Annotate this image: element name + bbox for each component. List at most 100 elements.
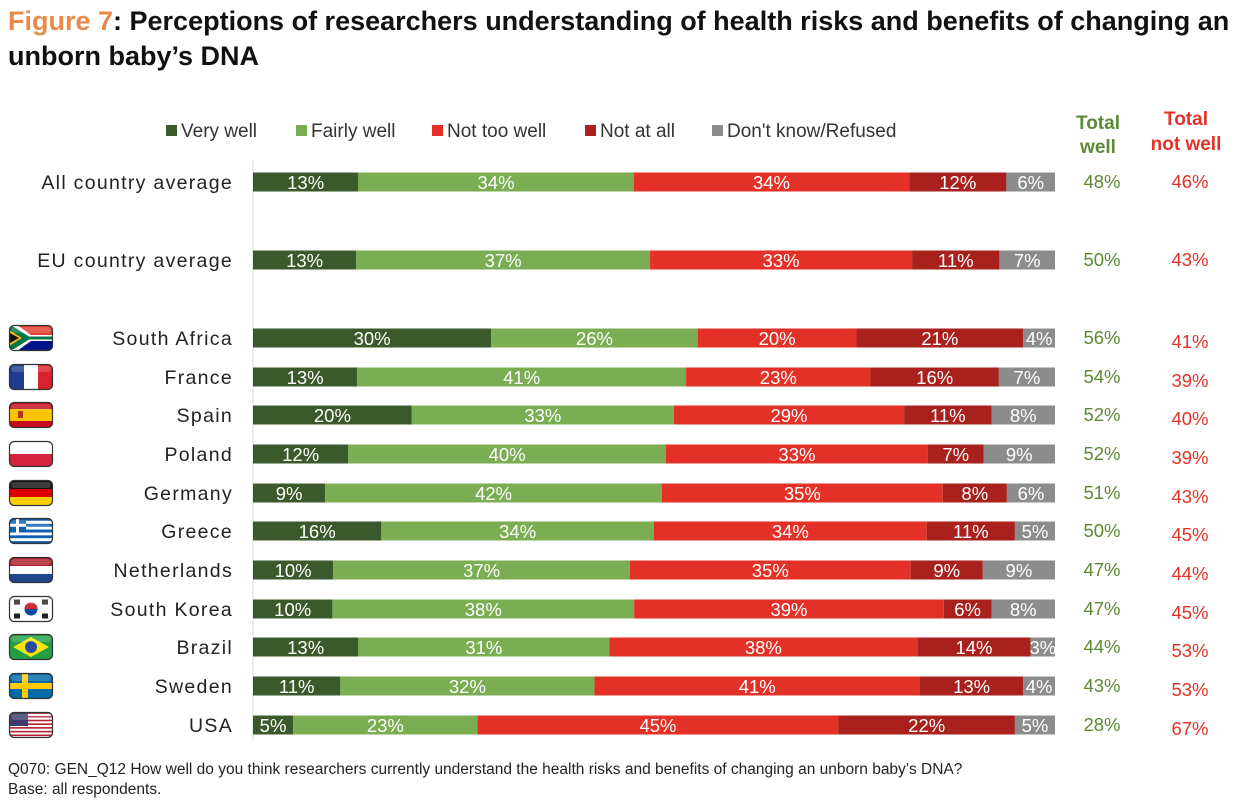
data-label: 10% — [274, 599, 311, 620]
data-label: 39% — [770, 599, 807, 620]
data-label: 21% — [921, 328, 958, 349]
bar-row-eu-country-average: EU country average 13% 37% 33% 11% 7% 50% 43% — [37, 249, 1208, 272]
data-label: 33% — [763, 250, 800, 271]
bar-segment-not-at-all — [904, 405, 992, 425]
data-label: 16% — [916, 367, 953, 388]
category-label: Brazil — [176, 637, 233, 659]
bar-segment-don-t-know-refused — [1006, 172, 1055, 192]
total-well-value: 44% — [1083, 636, 1120, 657]
data-label: 12% — [282, 444, 319, 465]
bar-segment-very-well — [253, 483, 326, 503]
total-not-well-value: 44% — [1171, 563, 1208, 584]
bar-segment-fairly-well — [381, 521, 654, 541]
data-label: 11% — [938, 250, 974, 271]
data-label: 32% — [449, 676, 486, 697]
data-label: 34% — [499, 521, 536, 542]
category-label: Poland — [164, 444, 233, 466]
data-label: 23% — [760, 367, 797, 388]
legend-item-not-at-all: Not at all — [585, 121, 675, 142]
flag-germany-icon — [8, 479, 54, 507]
data-label: 3% — [1029, 637, 1056, 658]
data-label: 11% — [930, 405, 966, 426]
bar-segment-not-at-all — [910, 560, 983, 580]
flag-france-icon — [8, 363, 54, 391]
data-label: 33% — [778, 444, 815, 465]
total-well-value: 47% — [1083, 559, 1120, 580]
data-label: 26% — [576, 328, 613, 349]
bar-row-poland: Poland 12% 40% 33% 7% 9% 52% 39% — [8, 440, 1209, 468]
bar-segment-not-at-all — [943, 599, 992, 619]
data-label: 9% — [276, 483, 303, 504]
flag-usa-icon — [8, 711, 54, 739]
bar-segment-fairly-well — [325, 483, 663, 503]
category-label: Sweden — [155, 676, 233, 698]
bar-segment-fairly-well — [293, 715, 478, 735]
legend-item-not-too-well: Not too well — [432, 121, 546, 142]
bar-segment-don-t-know-refused — [982, 560, 1055, 580]
bar-row-germany: Germany 9% 42% 35% 8% 6% 51% 43% — [8, 479, 1209, 507]
bar-segment-don-t-know-refused — [1023, 676, 1055, 696]
data-label: 34% — [772, 521, 809, 542]
data-label: 13% — [953, 676, 990, 697]
total-not-well-value: 39% — [1171, 370, 1208, 391]
data-label: 30% — [354, 328, 391, 349]
bar-segment-not-at-all — [870, 367, 999, 387]
bar-segment-not-too-well — [594, 676, 921, 696]
data-label: 37% — [463, 560, 500, 581]
data-label: 8% — [1010, 405, 1037, 426]
bar-segment-fairly-well — [358, 172, 634, 192]
bar-segment-very-well — [253, 599, 333, 619]
legend-label: Don't know/Refused — [727, 121, 896, 142]
legend-swatch — [296, 125, 307, 136]
legend-swatch — [585, 125, 596, 136]
bar-segment-not-too-well — [662, 483, 943, 503]
bar-segment-fairly-well — [358, 637, 610, 657]
flag-south-korea-icon — [8, 595, 54, 623]
bar-segment-fairly-well — [411, 405, 674, 425]
data-label: 4% — [1026, 328, 1053, 349]
bar-segment-very-well — [253, 637, 359, 657]
bar-segment-don-t-know-refused — [999, 250, 1055, 270]
bar-segment-not-at-all — [917, 637, 1031, 657]
bar-segment-very-well — [253, 444, 349, 464]
data-label: 6% — [1017, 172, 1044, 193]
bar-row-greece: Greece 16% 34% 34% 11% 5% 50% 45% — [8, 517, 1209, 545]
bar-segment-not-too-well — [686, 367, 871, 387]
category-label: France — [165, 367, 234, 389]
bar-segment-fairly-well — [332, 599, 635, 619]
total-not-well-value: 45% — [1171, 602, 1208, 623]
total-well-value: 48% — [1083, 171, 1120, 192]
bar-segment-don-t-know-refused — [1014, 715, 1055, 735]
category-label: Netherlands — [114, 560, 233, 582]
bar-segment-very-well — [253, 367, 358, 387]
data-label: 5% — [1022, 521, 1049, 542]
bar-row-south-africa: South Africa 30% 26% 20% 21% 4% 56% 41% — [8, 324, 1209, 352]
data-label: 9% — [1006, 444, 1033, 465]
total-not-well-value: 46% — [1171, 171, 1208, 192]
data-label: 7% — [1014, 367, 1041, 388]
data-label: 13% — [287, 637, 324, 658]
data-label: 34% — [478, 172, 515, 193]
data-label: 6% — [954, 599, 981, 620]
data-label: 22% — [908, 715, 945, 736]
category-label: USA — [189, 715, 233, 737]
total-well-value: 50% — [1083, 249, 1120, 270]
figure-label: Figure 7 — [8, 6, 114, 36]
data-label: 20% — [314, 405, 351, 426]
stacked-bar-chart: Very well Fairly well Not too well Not at a… — [8, 109, 1221, 740]
bar-segment-very-well — [253, 172, 359, 192]
bar-segment-don-t-know-refused — [1014, 521, 1055, 541]
data-label: 5% — [1022, 715, 1049, 736]
legend-label: Fairly well — [311, 121, 395, 142]
bar-segment-not-too-well — [654, 521, 927, 541]
bar-segment-very-well — [253, 521, 382, 541]
data-label: 41% — [503, 367, 540, 388]
bar-segment-not-too-well — [673, 405, 905, 425]
data-label: 16% — [299, 521, 336, 542]
bar-segment-not-at-all — [920, 676, 1024, 696]
bar-segment-fairly-well — [333, 560, 630, 580]
category-label: South Korea — [110, 599, 233, 621]
bar-segment-don-t-know-refused — [998, 367, 1055, 387]
bar-segment-not-at-all — [926, 521, 1015, 541]
data-label: 7% — [942, 444, 969, 465]
